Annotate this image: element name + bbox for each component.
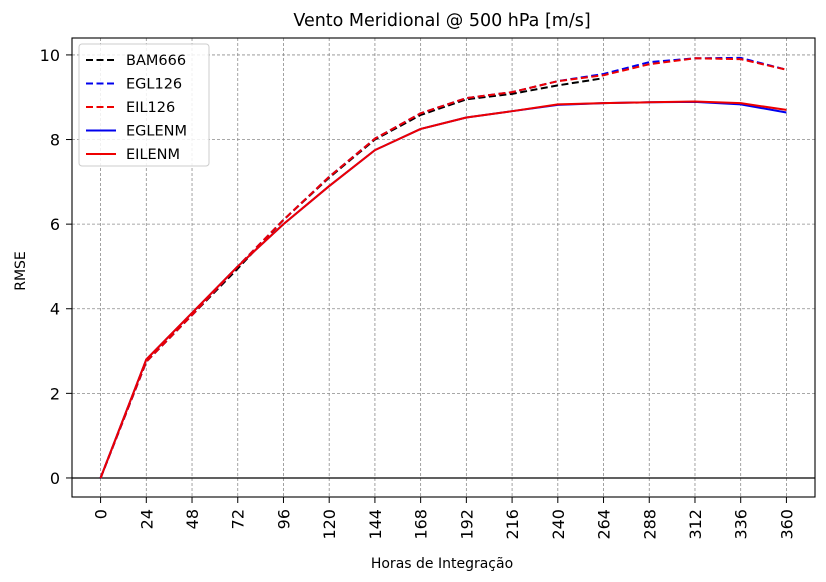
legend-box: [78, 43, 210, 167]
y-tick-label: 4: [50, 300, 60, 319]
legend-label: EIL126: [126, 100, 175, 116]
x-tick-label: 240: [549, 509, 568, 540]
y-axis-ticks: 0 2 4 6 8 10: [40, 46, 72, 488]
x-tick-label: 24: [137, 509, 156, 529]
series-line-eilenm: [99, 100, 787, 479]
x-tick-label: 192: [457, 509, 476, 540]
x-tick-label: 360: [777, 509, 796, 540]
y-axis-label: RMSE: [13, 251, 29, 291]
x-tick-label: 216: [503, 509, 522, 540]
x-axis-ticks: 0 24 48 72 96 120 144 168 192 216 240 264 288 312 336 3…: [92, 497, 796, 540]
x-tick-label: 312: [686, 509, 705, 540]
legend-label: EGLENM: [126, 124, 187, 140]
y-tick-label: 2: [50, 384, 60, 403]
legend: BAM666 EGL126 EIL126 EGLENM EILENM: [78, 43, 210, 167]
x-tick-label: 144: [366, 509, 385, 540]
legend-label: EILENM: [126, 147, 180, 163]
x-tick-label: 48: [183, 509, 202, 529]
legend-label: BAM666: [126, 53, 186, 69]
y-tick-label: 6: [50, 215, 60, 234]
grid: [72, 38, 815, 497]
x-tick-label: 72: [229, 509, 248, 529]
y-tick-label: 0: [50, 469, 60, 488]
x-tick-label: 96: [274, 509, 293, 529]
series-layer: [99, 56, 787, 479]
x-tick-label: 264: [595, 509, 614, 540]
legend-label: EGL126: [126, 77, 182, 93]
x-tick-label: 0: [92, 509, 111, 519]
y-tick-label: 10: [40, 46, 60, 65]
x-tick-label: 288: [640, 509, 659, 540]
x-tick-label: 336: [732, 509, 751, 540]
x-tick-label: 120: [320, 509, 339, 540]
y-tick-label: 8: [50, 131, 60, 150]
x-tick-label: 168: [412, 509, 431, 540]
chart-title: Vento Meridional @ 500 hPa [m/s]: [293, 11, 590, 31]
plot-frame: [71, 37, 816, 498]
x-axis-label: Horas de Integração: [371, 556, 513, 572]
